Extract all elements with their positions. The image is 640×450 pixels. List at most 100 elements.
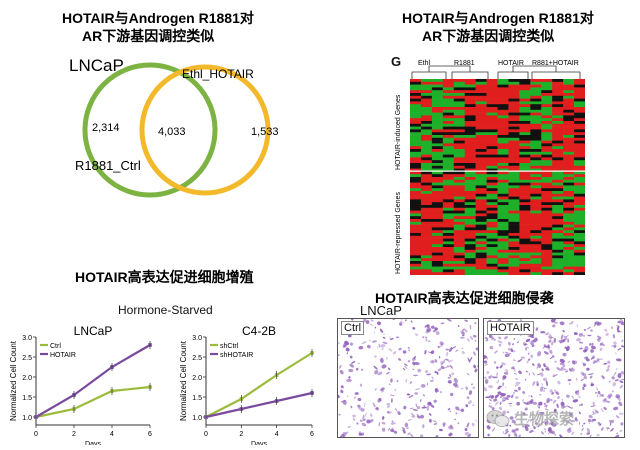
heatmap-cell: [464, 224, 476, 228]
heatmap-cell: [519, 129, 531, 133]
heatmap-cell: [574, 272, 585, 275]
dendrogram-branches: [411, 65, 581, 79]
heatmap-cell: [431, 210, 444, 214]
heatmap-cell: [508, 146, 520, 150]
heatmap-cell: [475, 216, 487, 220]
heatmap-cell: [519, 261, 531, 265]
stained-cell: [404, 365, 408, 369]
heatmap-cell: [464, 93, 476, 97]
heatmap-cell: [475, 191, 487, 195]
stained-cell: [543, 345, 548, 348]
heatmap-cell: [486, 188, 498, 192]
stained-cell: [369, 340, 372, 342]
heatmap-cell: [420, 227, 433, 231]
heatmap-cell: [420, 230, 433, 234]
heatmap-cell: [420, 123, 433, 127]
heatmap-cell: [574, 263, 585, 267]
heatmap-cell: [530, 160, 542, 164]
heatmap-cell: [563, 258, 575, 262]
heatmap-cell: [420, 199, 433, 203]
heatmap-cell: [541, 95, 553, 99]
heatmap-cell: [519, 266, 531, 270]
heatmap-cell: [508, 272, 520, 275]
heatmap-cell: [464, 241, 476, 245]
heatmap-cell: [563, 81, 575, 85]
stained-cell: [607, 426, 609, 431]
heatmap-cell: [552, 191, 564, 195]
stained-cell: [567, 405, 572, 409]
stained-cell: [498, 366, 500, 369]
heatmap-cell: [431, 93, 444, 97]
stained-cell: [532, 372, 535, 376]
venn-left-circle: [82, 62, 218, 198]
heatmap-cell: [453, 98, 465, 102]
heatmap-cell: [541, 266, 553, 270]
heatmap-cell: [541, 244, 553, 248]
heatmap-cell: [497, 238, 509, 242]
heatmap-cell: [541, 157, 553, 161]
heatmap-cell: [508, 261, 520, 265]
stained-cell: [447, 380, 451, 384]
heatmap-cell: [464, 221, 476, 225]
stained-cell: [433, 399, 437, 403]
heatmap-cell: [519, 249, 531, 253]
y-axis-label: Normalized Cell Count: [9, 340, 18, 421]
heatmap-cell: [552, 121, 564, 125]
stained-cell: [356, 422, 359, 425]
heatmap-cell: [530, 247, 542, 251]
heatmap-cell: [563, 160, 575, 164]
legend-label: HOTAIR: [50, 352, 76, 359]
stained-cell: [509, 416, 514, 420]
stained-cell: [459, 336, 465, 339]
stained-cell: [566, 394, 570, 398]
heatmap-cell: [508, 87, 520, 91]
heatmap-cell: [464, 233, 476, 237]
stained-cell: [373, 365, 378, 370]
stained-cell: [547, 335, 551, 339]
stained-cell: [492, 376, 498, 379]
stained-cell: [580, 403, 583, 406]
heatmap-cell: [508, 213, 520, 217]
heatmap-cell: [530, 213, 542, 217]
heatmap-cell: [453, 269, 465, 273]
heatmap-cell: [508, 227, 520, 231]
heatmap-cell: [563, 168, 575, 172]
stained-cell: [455, 349, 459, 352]
heatmap-cell: [442, 81, 455, 85]
stained-cell: [592, 418, 596, 422]
heatmap-cell: [410, 98, 422, 102]
stained-cell: [425, 338, 428, 342]
stained-cell: [620, 378, 624, 380]
heatmap-cell: [530, 126, 542, 130]
stained-cell: [587, 334, 592, 337]
heatmap-cell: [519, 263, 531, 267]
stained-cell: [522, 412, 526, 416]
heatmap-cell: [519, 241, 531, 245]
stained-cell: [552, 423, 557, 427]
stained-cell: [590, 383, 595, 387]
heatmap-cell: [420, 193, 433, 197]
stained-cell: [404, 319, 407, 322]
heatmap-cell: [410, 104, 422, 108]
stained-cell: [562, 329, 565, 333]
stained-cell: [361, 368, 364, 371]
heatmap-cell: [530, 199, 542, 203]
heatmap-cell: [497, 219, 509, 223]
heatmap-panel-letter: G: [391, 54, 402, 69]
stained-cell: [388, 367, 391, 371]
stained-cell: [343, 342, 347, 348]
heatmap-cell: [574, 179, 585, 183]
heatmap-cell: [541, 261, 553, 265]
heatmap-cell: [541, 210, 553, 214]
stained-cell: [586, 367, 590, 371]
stained-cell: [590, 349, 594, 353]
heatmap-cell: [464, 81, 476, 85]
stained-cell: [553, 321, 558, 324]
stained-cell: [508, 402, 513, 405]
heatmap-cell: [420, 160, 433, 164]
heatmap-cell: [486, 210, 498, 214]
heatmap-cell: [530, 104, 542, 108]
heatmap-cell: [420, 258, 433, 262]
heatmap-cell: [530, 174, 542, 178]
heatmap-cell: [552, 132, 564, 136]
